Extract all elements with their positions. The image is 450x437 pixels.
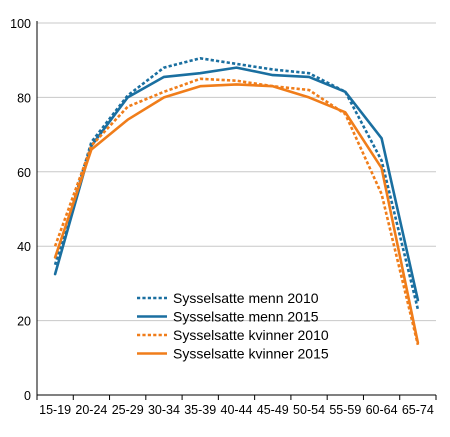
x-tick-label: 45-49: [257, 403, 289, 417]
y-axis-ticks: 0 20 40 60 80 100: [10, 17, 31, 403]
series-line-3: [53, 83, 420, 345]
series-line-2: [53, 77, 420, 346]
series-lines: [53, 56, 420, 346]
legend-label-3: Sysselsatte kvinner 2015: [173, 346, 329, 362]
x-axis-ticks: 15-19 20-24 25-29 30-34 35-39 40-44 45-49 50-54…: [36, 395, 437, 417]
legend-label-0: Sysselsatte menn 2010: [173, 290, 319, 306]
y-tick-label: 80: [17, 91, 31, 105]
y-tick-label: 40: [17, 240, 31, 254]
x-tick-label: 30-34: [148, 403, 180, 417]
y-tick-label: 60: [17, 166, 31, 180]
axes: [36, 21, 436, 396]
series-line-1: [53, 66, 420, 302]
x-tick-label: 35-39: [184, 403, 216, 417]
y-tick-label: 0: [24, 389, 31, 403]
grid-lines: [37, 22, 436, 322]
legend: Sysselsatte menn 2010 Sysselsatte menn 20…: [137, 290, 329, 362]
legend-label-1: Sysselsatte menn 2015: [173, 309, 319, 325]
y-tick-label: 20: [17, 315, 31, 329]
series-line-0: [53, 56, 420, 310]
x-tick-label: 40-44: [221, 403, 253, 417]
x-tick-label: 25-29: [112, 403, 144, 417]
x-tick-label: 60-64: [366, 403, 398, 417]
y-tick-label: 100: [10, 17, 31, 31]
legend-label-2: Sysselsatte kvinner 2010: [173, 327, 329, 343]
x-tick-label: 20-24: [75, 403, 107, 417]
x-tick-label: 55-59: [329, 403, 361, 417]
x-tick-label: 15-19: [39, 403, 71, 417]
x-tick-label: 65-74: [402, 403, 434, 417]
x-tick-label: 50-54: [293, 403, 325, 417]
